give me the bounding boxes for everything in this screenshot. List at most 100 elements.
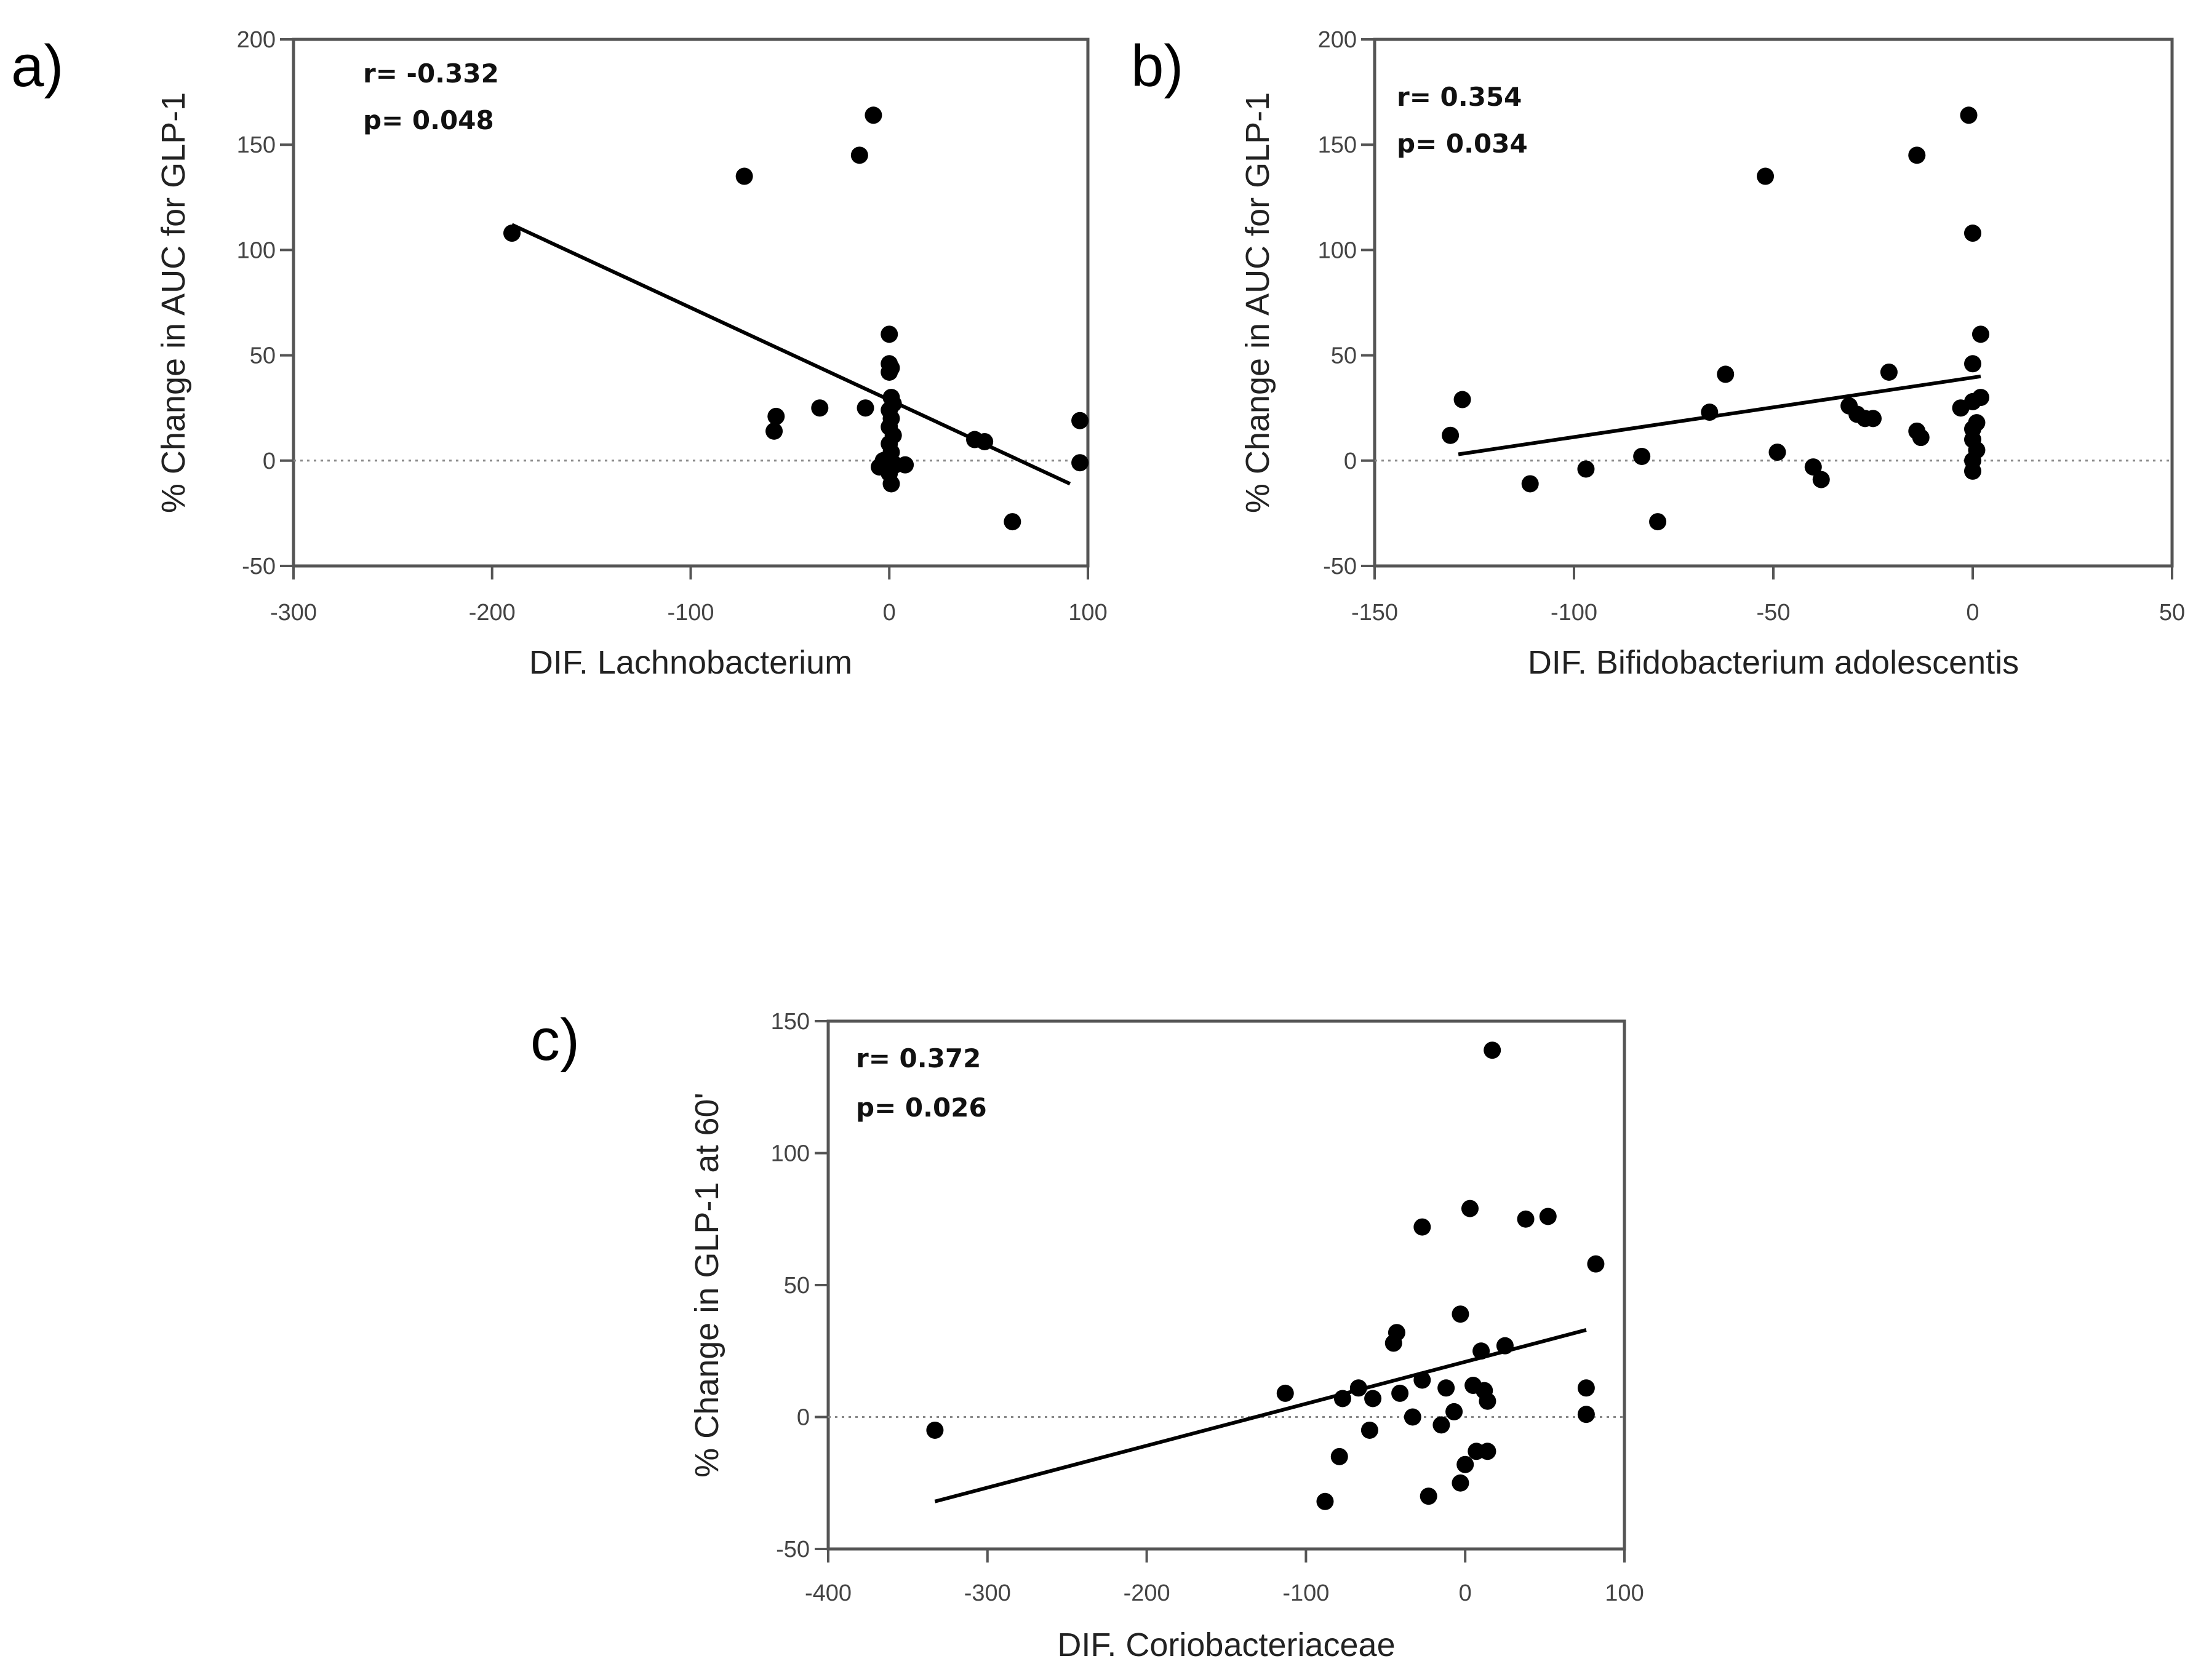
y-tick-label: 150 bbox=[237, 132, 276, 158]
x-axis-title: DIF. Bifidobacterium adolescentis bbox=[1528, 644, 2019, 681]
data-point bbox=[1577, 1379, 1595, 1397]
data-point bbox=[1004, 513, 1021, 531]
data-point bbox=[865, 106, 882, 124]
data-point bbox=[1649, 513, 1667, 531]
panel-label: a) bbox=[11, 33, 63, 99]
data-point bbox=[767, 407, 785, 425]
y-tick-label: -50 bbox=[776, 1537, 810, 1563]
x-tick-label: 0 bbox=[1966, 600, 1979, 626]
data-point bbox=[882, 475, 900, 493]
data-point bbox=[1071, 454, 1089, 472]
x-tick-label: -300 bbox=[964, 1580, 1011, 1606]
x-axis-title: DIF. Coriobacteriaceae bbox=[1057, 1626, 1395, 1663]
data-point bbox=[1880, 363, 1898, 381]
data-point bbox=[881, 325, 898, 343]
chart-panel-1: a) -50 0 50 100 150 200 -300 -200 -100 0 100 r= -0.3… bbox=[11, 27, 1108, 681]
y-tick-label: 150 bbox=[1318, 132, 1357, 158]
data-point bbox=[1804, 458, 1822, 476]
panel-label: b) bbox=[1131, 33, 1183, 99]
data-point bbox=[850, 146, 868, 164]
data-point bbox=[926, 1421, 944, 1439]
stat-p: p= 0.034 bbox=[1397, 129, 1528, 159]
data-point bbox=[1437, 1379, 1455, 1397]
data-point bbox=[1521, 475, 1539, 493]
data-point bbox=[1391, 1384, 1409, 1402]
plot-frame bbox=[1373, 38, 2174, 568]
y-tick-label: 50 bbox=[784, 1273, 810, 1299]
data-point bbox=[1484, 1041, 1501, 1059]
data-point bbox=[735, 167, 753, 185]
data-point bbox=[1964, 462, 1981, 480]
data-point bbox=[1496, 1337, 1514, 1355]
x-tick-label: 100 bbox=[1068, 600, 1107, 626]
x-tick-label: -100 bbox=[1282, 1580, 1329, 1606]
data-point bbox=[1587, 1255, 1605, 1273]
data-point bbox=[1964, 355, 1981, 373]
data-point bbox=[1717, 365, 1735, 383]
data-point bbox=[811, 399, 829, 417]
x-tick-label: 0 bbox=[1459, 1580, 1472, 1606]
stat-r: r= 0.372 bbox=[856, 1043, 981, 1073]
data-point bbox=[1276, 1384, 1294, 1402]
data-point bbox=[1472, 1342, 1490, 1360]
stat-p: p= 0.026 bbox=[856, 1093, 987, 1123]
data-point bbox=[1456, 1455, 1474, 1473]
panel-label: c) bbox=[530, 1007, 580, 1073]
regression-line bbox=[1458, 374, 1981, 456]
y-tick-label: 100 bbox=[1318, 237, 1357, 263]
x-tick-label: 100 bbox=[1605, 1580, 1644, 1606]
data-point bbox=[1333, 1390, 1351, 1407]
data-point bbox=[1071, 412, 1089, 429]
regression-line bbox=[934, 1328, 1587, 1503]
y-tick-label: 100 bbox=[237, 237, 276, 263]
data-point bbox=[1812, 471, 1830, 488]
data-point bbox=[1364, 1390, 1382, 1407]
data-point bbox=[1404, 1408, 1421, 1426]
data-point bbox=[1952, 399, 1970, 417]
data-point bbox=[881, 363, 898, 381]
data-point bbox=[1442, 426, 1460, 444]
data-point bbox=[1539, 1208, 1557, 1225]
x-tick-label: -300 bbox=[270, 600, 317, 626]
x-tick-label: -100 bbox=[1551, 600, 1597, 626]
x-tick-label: -150 bbox=[1351, 600, 1398, 626]
data-point bbox=[1453, 391, 1471, 408]
x-tick-label: -400 bbox=[805, 1580, 852, 1606]
y-axis-title: % Change in GLP-1 at 60' bbox=[689, 1093, 725, 1478]
data-point bbox=[1420, 1487, 1437, 1505]
data-point bbox=[1701, 404, 1719, 421]
y-tick-label: 0 bbox=[797, 1405, 810, 1431]
x-axis-title: DIF. Lachnobacterium bbox=[529, 644, 852, 681]
data-point bbox=[1445, 1403, 1463, 1420]
x-tick-label: -100 bbox=[667, 600, 714, 626]
data-point bbox=[1768, 444, 1786, 461]
data-point bbox=[1316, 1492, 1334, 1510]
data-point bbox=[1960, 106, 1978, 124]
chart-panel-3: c) -50 0 50 100 150 -400 -300 -200 -100 0 100 r= 0.3… bbox=[530, 1007, 1644, 1663]
data-point bbox=[1479, 1443, 1496, 1460]
data-point bbox=[1413, 1371, 1431, 1389]
x-tick-label: 50 bbox=[2159, 600, 2185, 626]
data-point bbox=[1479, 1392, 1496, 1410]
data-point bbox=[1360, 1421, 1378, 1439]
x-tick-label: 0 bbox=[883, 600, 896, 626]
y-axis-title: % Change in AUC for GLP-1 bbox=[1239, 92, 1276, 513]
chart-panel-2: b) -50 0 50 100 150 200 -150 -100 -50 0 50 r= 0.354 p… bbox=[1131, 27, 2185, 681]
x-tick-label: -200 bbox=[1124, 1580, 1170, 1606]
data-point bbox=[1432, 1416, 1450, 1434]
data-point bbox=[1330, 1447, 1348, 1465]
x-tick-label: -200 bbox=[469, 600, 516, 626]
data-point bbox=[1908, 146, 1926, 164]
data-point bbox=[1633, 447, 1651, 465]
data-point bbox=[503, 225, 521, 242]
data-point bbox=[1461, 1200, 1479, 1217]
data-point bbox=[1577, 1406, 1595, 1423]
data-point bbox=[1517, 1210, 1535, 1228]
stat-r: r= 0.354 bbox=[1397, 82, 1522, 112]
data-point bbox=[1452, 1305, 1469, 1323]
y-tick-label: 50 bbox=[1331, 343, 1357, 369]
data-point bbox=[1349, 1379, 1367, 1397]
y-axis-title: % Change in AUC for GLP-1 bbox=[155, 92, 192, 513]
data-point bbox=[1864, 410, 1882, 428]
x-tick-label: -50 bbox=[1757, 600, 1791, 626]
